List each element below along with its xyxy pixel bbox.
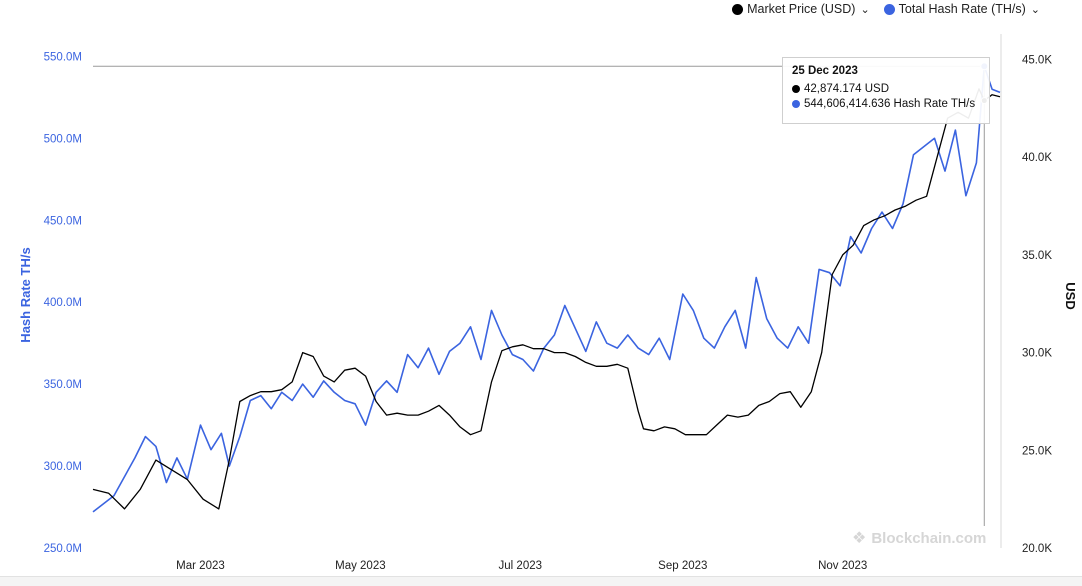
series-lines [92, 65, 1001, 513]
left-tick-label: 500.0M [44, 133, 82, 145]
tooltip-price-row: 42,874.174 USD [792, 83, 980, 95]
tooltip-hash-value: 544,606,414.636 Hash Rate TH/s [804, 98, 976, 110]
left-axis-label: Hash Rate TH/s [18, 247, 33, 342]
legend-dot-price [732, 3, 744, 15]
right-tick-label: 45.0K [1022, 55, 1052, 67]
right-tick-label: 20.0K [1022, 543, 1052, 555]
left-tick-label: 450.0M [44, 215, 82, 227]
blockchain-logo-icon: ❖ [852, 530, 867, 547]
watermark-text: Blockchain.com [871, 529, 987, 547]
legend-market-price[interactable]: Market Price (USD) ⌄ [732, 2, 870, 16]
tooltip: 25 Dec 2023 42,874.174 USD 544,606,414.6… [782, 57, 990, 124]
hash-rate-line [92, 65, 1001, 513]
x-axis-ticks: Mar 2023 May 2023 Jul 2023 Sep 2023 Nov 2023 [176, 560, 867, 572]
right-tick-label: 30.0K [1022, 348, 1052, 360]
x-tick-label: Sep 2023 [658, 560, 707, 572]
right-tick-label: 40.0K [1022, 152, 1052, 164]
bottom-bar [0, 576, 1082, 586]
right-tick-label: 35.0K [1022, 250, 1052, 262]
x-tick-label: May 2023 [335, 560, 386, 572]
watermark: ❖ Blockchain.com [852, 528, 986, 548]
tooltip-price-value: 42,874.174 USD [804, 83, 890, 95]
left-tick-label: 250.0M [44, 543, 82, 555]
market-price-line [92, 88, 1001, 510]
x-tick-label: Jul 2023 [499, 560, 542, 572]
left-tick-label: 300.0M [44, 461, 82, 473]
left-axis-ticks: 250.0M 300.0M 350.0M 400.0M 450.0M 500.0M 550.… [44, 51, 82, 555]
legend-dot-hash [883, 3, 895, 15]
left-tick-label: 550.0M [44, 51, 82, 63]
tooltip-hash-row: 544,606,414.636 Hash Rate TH/s [792, 98, 980, 110]
x-tick-label: Mar 2023 [176, 560, 225, 572]
legend-hash-rate[interactable]: Total Hash Rate (TH/s) ⌄ [883, 2, 1040, 16]
x-tick-label: Nov 2023 [818, 560, 867, 572]
right-axis-ticks: 20.0K 25.0K 30.0K 35.0K 40.0K 45.0K [1022, 55, 1052, 555]
tooltip-date: 25 Dec 2023 [792, 65, 858, 77]
chevron-down-icon[interactable]: ⌄ [860, 3, 870, 16]
legend-market-price-label: Market Price (USD) [747, 2, 856, 16]
legend: Market Price (USD) ⌄ Total Hash Rate (TH… [732, 2, 1040, 16]
right-axis-label: USD [1063, 282, 1078, 309]
left-tick-label: 350.0M [44, 379, 82, 391]
tooltip-hash-dot [792, 100, 800, 108]
left-tick-label: 400.0M [44, 297, 82, 309]
tooltip-price-dot [792, 85, 800, 93]
legend-hash-rate-label: Total Hash Rate (TH/s) [898, 2, 1026, 16]
right-tick-label: 25.0K [1022, 445, 1052, 457]
chevron-down-icon[interactable]: ⌄ [1030, 3, 1040, 16]
